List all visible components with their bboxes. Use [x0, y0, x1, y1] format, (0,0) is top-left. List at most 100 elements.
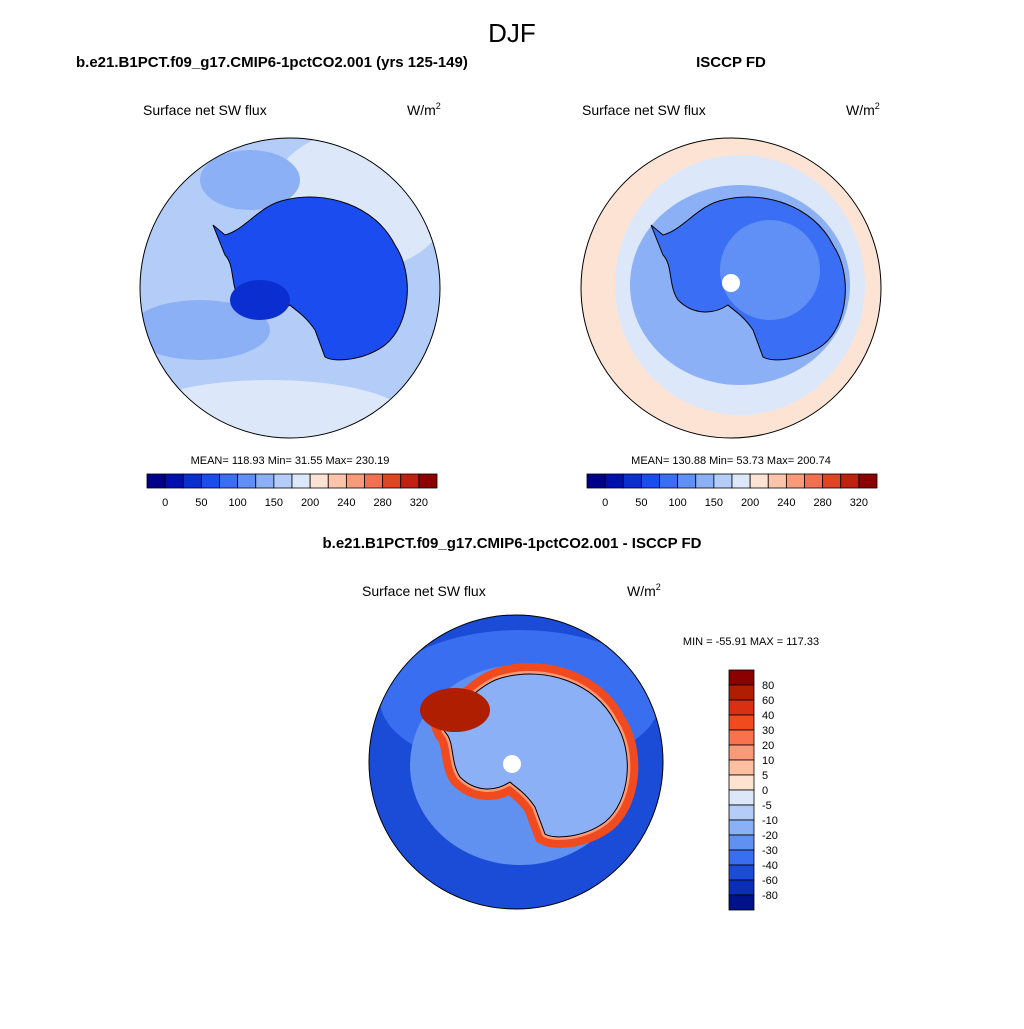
figure-title: DJF: [488, 18, 536, 48]
colorbar-box: [327, 473, 347, 489]
colorbar-box: [728, 759, 755, 776]
colorbar-label: 320: [410, 497, 428, 509]
colorbar-box: [291, 473, 311, 489]
units-power: 2: [656, 582, 661, 592]
colorbar-box: [677, 473, 697, 489]
colorbar-label: 0: [602, 497, 608, 509]
colorbar-label: -10: [762, 815, 778, 827]
colorbar-box: [731, 473, 751, 489]
stats: MEAN= 118.93 Min= 31.55 Max= 230.19: [191, 455, 390, 467]
colorbar-label: 30: [762, 725, 774, 737]
colorbar-label: 150: [265, 497, 283, 509]
colorbar-box: [728, 774, 755, 791]
colorbar-box: [728, 849, 755, 866]
colorbar-label: -30: [762, 845, 778, 857]
colorbar-box: [695, 473, 715, 489]
colorbar-label: 50: [635, 497, 647, 509]
colorbar-box: [728, 714, 755, 731]
colorbar-box: [728, 744, 755, 761]
units: W/m: [627, 583, 656, 599]
colorbar-label: -80: [762, 890, 778, 902]
variable-label: Surface net SW flux: [582, 102, 706, 118]
colorbar-box: [728, 684, 755, 701]
colorbar-label: -20: [762, 830, 778, 842]
panel-title: b.e21.B1PCT.f09_g17.CMIP6-1pctCO2.001 - …: [322, 535, 701, 552]
units-label: W/m2: [627, 582, 661, 599]
colorbar-box: [182, 473, 202, 489]
colorbar-box: [237, 473, 257, 489]
colorbar-box: [822, 473, 842, 489]
colorbar-label: 5: [762, 770, 768, 782]
colorbar-label: 200: [301, 497, 319, 509]
panel-title: ISCCP FD: [696, 54, 766, 71]
map-border: [580, 137, 882, 439]
colorbar-box: [604, 473, 624, 489]
colorbar-label: 100: [668, 497, 686, 509]
colorbar-box: [622, 473, 642, 489]
colorbar-label: 280: [373, 497, 391, 509]
colorbar-box: [309, 473, 329, 489]
colorbar-box: [382, 473, 402, 489]
colorbar-box: [728, 789, 755, 806]
colorbar-box: [728, 669, 755, 686]
colorbar-label: -5: [762, 800, 772, 812]
map-border: [139, 137, 441, 439]
colorbar-box: [364, 473, 384, 489]
colorbar-label: -60: [762, 875, 778, 887]
colorbar-box: [858, 473, 878, 489]
colorbar-box: [273, 473, 293, 489]
map-border: [368, 614, 664, 910]
map: [581, 138, 881, 438]
colorbar-box: [200, 473, 220, 489]
colorbar-box: [785, 473, 805, 489]
units-power: 2: [875, 101, 880, 111]
variable-label: Surface net SW flux: [362, 583, 486, 599]
colorbar-label: 40: [762, 710, 774, 722]
colorbar-box: [728, 894, 755, 911]
units-label: W/m2: [846, 101, 880, 118]
colorbar-label: 10: [762, 755, 774, 767]
colorbar-label: 100: [228, 497, 246, 509]
colorbar-box: [255, 473, 275, 489]
colorbar-box: [728, 864, 755, 881]
colorbar-box: [728, 699, 755, 716]
colorbar-box: [713, 473, 733, 489]
colorbar-box: [659, 473, 679, 489]
colorbar-label: 240: [777, 497, 795, 509]
colorbar-label: 240: [337, 497, 355, 509]
colorbar-box: [219, 473, 239, 489]
colorbar-box: [767, 473, 787, 489]
colorbar-box: [400, 473, 420, 489]
colorbar-box: [146, 473, 166, 489]
units-label: W/m2: [407, 101, 441, 118]
colorbar-box: [728, 879, 755, 896]
colorbar-label: 0: [762, 785, 768, 797]
units: W/m: [407, 102, 436, 118]
colorbar-label: 50: [195, 497, 207, 509]
colorbar-label: 320: [850, 497, 868, 509]
colorbar-box: [728, 729, 755, 746]
colorbar-box: [804, 473, 824, 489]
map: [140, 138, 440, 438]
colorbar-box: [728, 819, 755, 836]
colorbar-label: 60: [762, 695, 774, 707]
colorbar-box: [164, 473, 184, 489]
stats: MIN = -55.91 MAX = 117.33: [683, 636, 819, 648]
colorbar-label: 150: [705, 497, 723, 509]
colorbar-box: [728, 834, 755, 851]
colorbar-label: 80: [762, 680, 774, 692]
panel-title: b.e21.B1PCT.f09_g17.CMIP6-1pctCO2.001 (y…: [76, 54, 468, 71]
colorbar-box: [586, 473, 606, 489]
colorbar-box: [728, 804, 755, 821]
colorbar-label: 200: [741, 497, 759, 509]
colorbar-box: [345, 473, 365, 489]
colorbar-label: 0: [162, 497, 168, 509]
colorbar-label: 280: [813, 497, 831, 509]
map: [369, 615, 663, 909]
units-power: 2: [436, 101, 441, 111]
colorbar-box: [840, 473, 860, 489]
variable-label: Surface net SW flux: [143, 102, 267, 118]
colorbar-box: [749, 473, 769, 489]
colorbar-label: 20: [762, 740, 774, 752]
